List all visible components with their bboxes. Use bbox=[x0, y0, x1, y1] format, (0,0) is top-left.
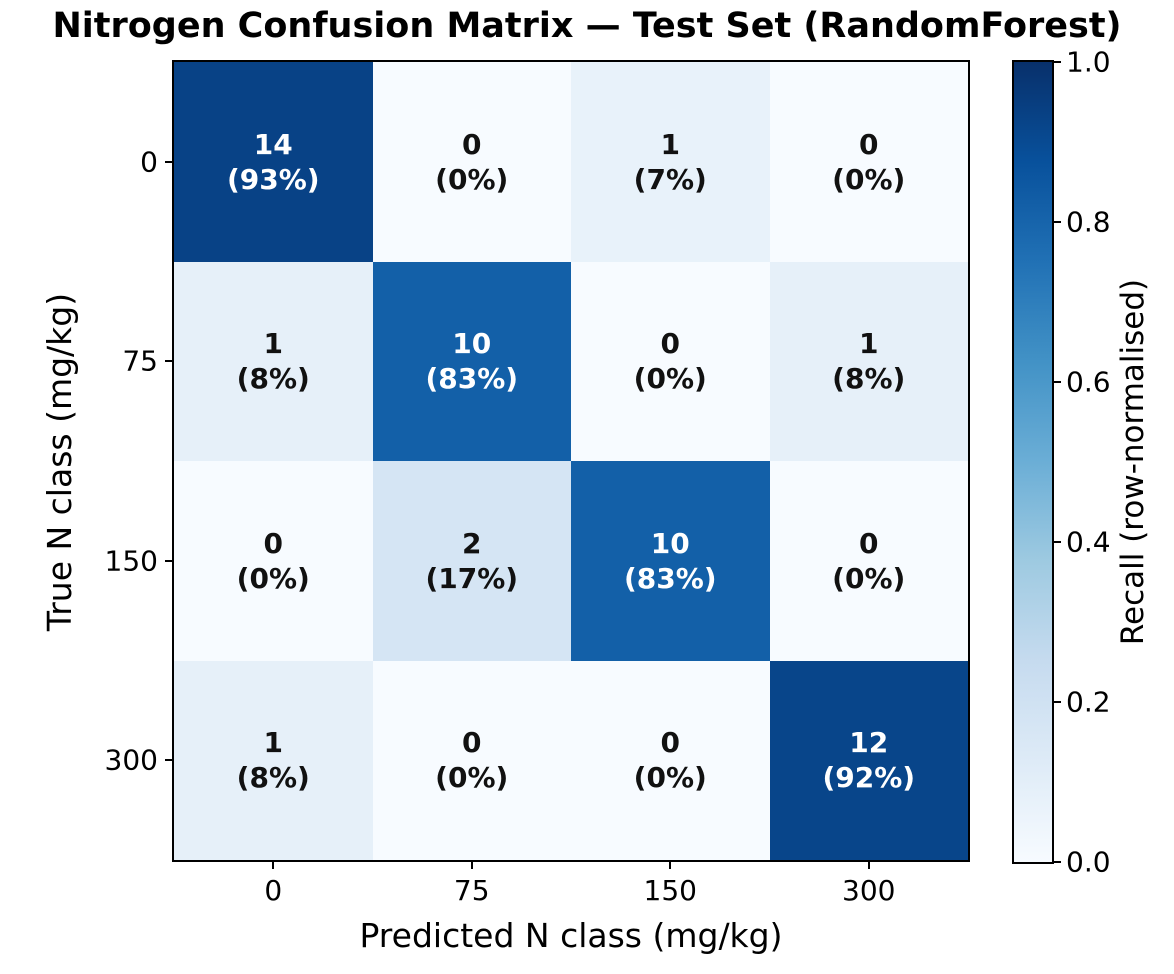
tick-mark bbox=[1054, 221, 1061, 223]
tick-mark bbox=[165, 160, 172, 163]
cell-count: 12 bbox=[849, 726, 889, 760]
colorbar-tick-label-0.2: 0.2 bbox=[1066, 685, 1111, 719]
matrix-cell-r0c1: 0 (0%) bbox=[372, 62, 571, 262]
tick-mark bbox=[1054, 701, 1061, 703]
matrix-cell-r0c3: 0 (0%) bbox=[769, 62, 968, 262]
matrix-cell-r2c3: 0 (0%) bbox=[769, 461, 968, 661]
cell-count: 0 bbox=[462, 726, 482, 760]
cell-percent: (93%) bbox=[226, 162, 320, 196]
x-tick-label-75: 75 bbox=[453, 874, 490, 907]
y-tick-label-75: 75 bbox=[122, 344, 158, 378]
x-axis-tick-labels: 0 75 150 300 bbox=[174, 874, 968, 910]
cell-percent: (83%) bbox=[425, 362, 519, 396]
colorbar-gradient bbox=[1012, 60, 1054, 864]
tick-mark bbox=[669, 862, 672, 869]
cell-count: 0 bbox=[859, 526, 879, 560]
cell-percent: (0%) bbox=[435, 162, 509, 196]
cell-count: 1 bbox=[859, 327, 879, 361]
y-tick-label-150: 150 bbox=[104, 544, 158, 578]
matrix-cell-r3c0: 1 (8%) bbox=[174, 660, 373, 860]
cell-percent: (0%) bbox=[832, 561, 906, 595]
colorbar-tick-label-0.4: 0.4 bbox=[1066, 525, 1111, 559]
chart-title: Nitrogen Confusion Matrix — Test Set (Ra… bbox=[52, 6, 1122, 46]
matrix-cell-r1c1: 10 (83%) bbox=[372, 261, 571, 461]
x-tick-label-0: 0 bbox=[264, 874, 283, 907]
tick-mark bbox=[867, 862, 870, 869]
cell-count: 14 bbox=[253, 127, 293, 161]
tick-mark bbox=[1054, 381, 1061, 383]
matrix-cell-r1c3: 1 (8%) bbox=[769, 261, 968, 461]
cell-percent: (0%) bbox=[832, 162, 906, 196]
colorbar-tick-label-0.0: 0.0 bbox=[1066, 845, 1111, 879]
matrix-cell-r3c3: 12 (92%) bbox=[769, 660, 968, 860]
cell-percent: (8%) bbox=[236, 761, 310, 795]
matrix-cell-r0c2: 1 (7%) bbox=[571, 62, 770, 262]
cell-percent: (92%) bbox=[822, 761, 916, 795]
matrix-cell-r3c2: 0 (0%) bbox=[571, 660, 770, 860]
y-axis-tick-labels: 0 75 150 300 bbox=[0, 62, 158, 860]
cell-percent: (0%) bbox=[236, 561, 310, 595]
matrix-cell-r2c1: 2 (17%) bbox=[372, 461, 571, 661]
cell-count: 0 bbox=[462, 127, 482, 161]
cell-count: 10 bbox=[452, 327, 492, 361]
colorbar-tick-label-1.0: 1.0 bbox=[1066, 45, 1111, 79]
x-tick-label-150: 150 bbox=[643, 874, 697, 907]
matrix-cell-r3c1: 0 (0%) bbox=[372, 660, 571, 860]
matrix-cell-r2c0: 0 (0%) bbox=[174, 461, 373, 661]
cell-count: 0 bbox=[660, 327, 680, 361]
cell-count: 1 bbox=[263, 327, 283, 361]
cell-percent: (0%) bbox=[435, 761, 509, 795]
cell-count: 0 bbox=[660, 726, 680, 760]
matrix-cell-r2c2: 10 (83%) bbox=[571, 461, 770, 661]
cell-percent: (8%) bbox=[236, 362, 310, 396]
tick-mark bbox=[470, 862, 473, 869]
cell-percent: (83%) bbox=[623, 561, 717, 595]
tick-mark bbox=[165, 559, 172, 562]
y-axis-label: True N class (mg/kg) bbox=[40, 292, 79, 632]
tick-mark bbox=[165, 759, 172, 762]
cell-count: 0 bbox=[859, 127, 879, 161]
x-tick-label-300: 300 bbox=[842, 874, 896, 907]
colorbar-tick-label-0.8: 0.8 bbox=[1066, 205, 1111, 239]
y-tick-label-0: 0 bbox=[140, 145, 158, 179]
tick-mark bbox=[1054, 61, 1061, 63]
cell-percent: (7%) bbox=[633, 162, 707, 196]
cell-count: 2 bbox=[462, 526, 482, 560]
x-axis-label: Predicted N class (mg/kg) bbox=[359, 916, 783, 955]
cell-percent: (8%) bbox=[832, 362, 906, 396]
matrix-cell-r1c0: 1 (8%) bbox=[174, 261, 373, 461]
colorbar-label: Recall (row-normalised) bbox=[1115, 278, 1151, 646]
plot-area: 14 (93%) 0 (0%) 1 (7%) 0 (0%) 1 (8%) 10 (83%) 0 (0%) 1… bbox=[172, 60, 970, 862]
cell-count: 0 bbox=[263, 526, 283, 560]
tick-mark bbox=[1054, 541, 1061, 543]
cell-count: 1 bbox=[660, 127, 680, 161]
cell-percent: (0%) bbox=[633, 362, 707, 396]
cell-percent: (17%) bbox=[425, 561, 519, 595]
matrix-cell-r0c0: 14 (93%) bbox=[174, 62, 373, 262]
tick-mark bbox=[1054, 861, 1061, 863]
cell-count: 1 bbox=[263, 726, 283, 760]
tick-mark bbox=[165, 360, 172, 363]
y-tick-label-300: 300 bbox=[104, 743, 158, 777]
tick-mark bbox=[272, 862, 275, 869]
cell-percent: (0%) bbox=[633, 761, 707, 795]
cell-count: 10 bbox=[650, 526, 690, 560]
colorbar-tick-labels: 1.0 0.8 0.6 0.4 0.2 0.0 bbox=[1066, 46, 1136, 879]
heatmap-grid: 14 (93%) 0 (0%) 1 (7%) 0 (0%) 1 (8%) 10 (83%) 0 (0%) 1… bbox=[174, 62, 968, 860]
colorbar-tick-label-0.6: 0.6 bbox=[1066, 365, 1111, 399]
matrix-cell-r1c2: 0 (0%) bbox=[571, 261, 770, 461]
